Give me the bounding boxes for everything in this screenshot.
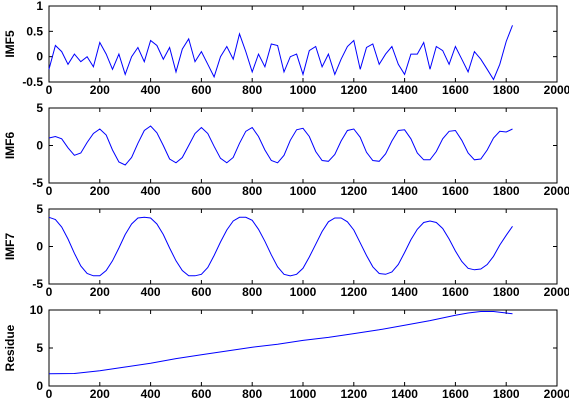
x-tick-label: 1000 [290,285,317,299]
y-tick-label: 0 [36,240,43,254]
x-tick-label: 1600 [442,83,469,97]
x-tick-label: 0 [46,387,53,400]
x-tick-label: 600 [191,184,211,198]
x-tick-label: 0 [46,285,53,299]
x-tick-label: 400 [141,184,161,198]
x-tick-label: 800 [242,285,262,299]
y-tick-label: 1 [36,0,43,13]
x-tick-label: 1800 [493,387,520,400]
axes-frame [48,309,558,387]
x-tick-label: 200 [90,387,110,400]
x-tick-label: 0 [46,83,53,97]
x-tick-label: 1400 [391,83,418,97]
series-line-residue [48,311,513,375]
x-tick-label: 0 [46,184,53,198]
y-axis-label: IMF7 [3,233,17,261]
x-tick-label: 1800 [493,285,520,299]
y-tick-label: -0.5 [22,75,43,89]
x-tick-label: 1600 [442,387,469,400]
x-tick-label: 800 [242,184,262,198]
x-tick-label: 800 [242,387,262,400]
x-tick-label: 1600 [442,285,469,299]
x-tick-label: 1400 [391,285,418,299]
y-tick-label: 0 [36,50,43,64]
y-axis-label: IMF6 [3,132,17,160]
panel-imf7: 0 200 400 600 800 1000 1200 1400 1600 1800 2000-50… [3,202,569,299]
x-tick-label: 1200 [340,285,367,299]
y-tick-label: -5 [32,176,43,190]
x-tick-label: 1200 [340,184,367,198]
x-tick-label: 1000 [290,387,317,400]
x-tick-label: 1400 [391,387,418,400]
x-tick-label: 400 [141,83,161,97]
x-tick-label: 800 [242,83,262,97]
series-line-imf7 [48,216,513,277]
y-axis-label: IMF5 [3,30,17,58]
y-tick-label: 0 [36,139,43,153]
x-tick-label: 600 [191,83,211,97]
x-tick-label: 200 [90,83,110,97]
x-tick-label: 1000 [290,184,317,198]
panel-residue: 0 200 400 600 800 1000 1200 1400 1600 1800 2000 0 5 1… [3,303,569,400]
x-tick-label: 200 [90,184,110,198]
x-tick-label: 1400 [391,184,418,198]
x-tick-label: 600 [191,387,211,400]
x-tick-label: 200 [90,285,110,299]
x-tick-label: 2000 [544,83,569,97]
y-axis-label: Residue [3,324,17,371]
panel-imf6: 0 200 400 600 800 1000 1200 1400 1600 1800 2000-50… [3,101,569,198]
axes-frame [48,107,558,184]
x-tick-label: 400 [141,387,161,400]
x-tick-label: 1000 [290,83,317,97]
series-line-imf5 [48,25,513,81]
y-tick-label: 5 [36,202,43,216]
x-tick-label: 1600 [442,184,469,198]
x-tick-label: 600 [191,285,211,299]
y-tick-label: 0 [36,379,43,393]
axes-frame [48,5,558,83]
x-tick-label: 2000 [544,184,569,198]
series-line-imf6 [48,125,513,166]
x-tick-label: 2000 [544,387,569,400]
x-tick-label: 1200 [340,83,367,97]
y-tick-label: 0.5 [26,24,43,38]
x-tick-label: 1800 [493,83,520,97]
x-tick-label: 2000 [544,285,569,299]
y-tick-label: 10 [30,303,44,317]
y-tick-label: -5 [32,277,43,291]
x-tick-label: 1800 [493,184,520,198]
panel-imf5: 0 200 400 600 800 1000 1200 1400 1600 1800 2000 -0.… [3,0,569,97]
x-tick-label: 1200 [340,387,367,400]
x-tick-label: 400 [141,285,161,299]
y-tick-label: 5 [36,341,43,355]
y-tick-label: 5 [36,101,43,115]
axes-frame [48,208,558,285]
